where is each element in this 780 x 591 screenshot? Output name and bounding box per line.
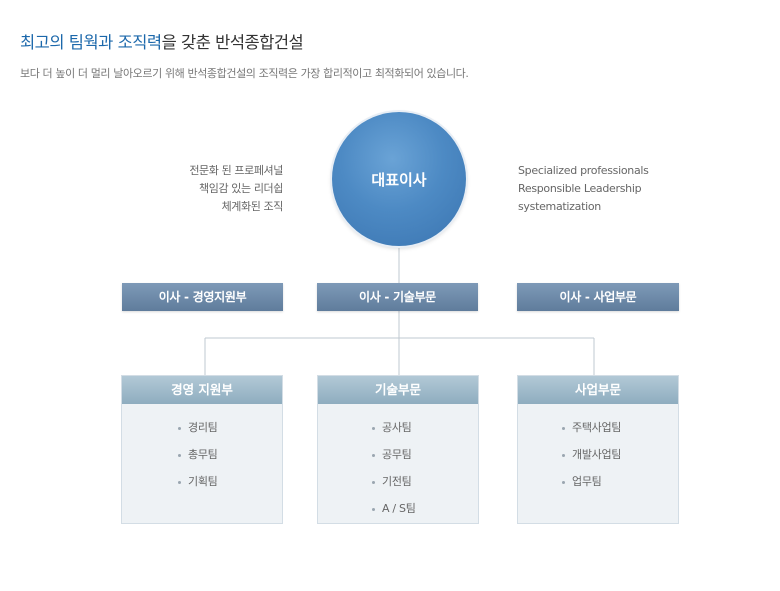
bullet-icon: [562, 453, 565, 457]
team-label: 경리팀: [188, 421, 218, 434]
dept-title: 경영 지원부: [122, 376, 282, 404]
team-label: 공사팀: [382, 421, 412, 434]
team-item: A / S팀: [318, 495, 478, 522]
team-list: 공사팀 공무팀 기전팀 A / S팀: [318, 414, 478, 522]
bullet-icon: [178, 480, 181, 484]
dept-title: 사업부문: [518, 376, 678, 404]
bullet-icon: [178, 453, 181, 457]
team-label: 기전팀: [382, 475, 412, 488]
dept-management-support: 경영 지원부 경리팀 총무팀 기획팀: [121, 375, 283, 524]
team-item: 주택사업팀: [518, 414, 678, 441]
team-item: 공사팀: [318, 414, 478, 441]
bullet-icon: [372, 480, 375, 484]
team-label: 공무팀: [382, 448, 412, 461]
team-label: 업무팀: [572, 475, 602, 488]
motto-ko-line: 책임감 있는 리더쉽: [199, 182, 283, 195]
bullet-icon: [372, 426, 375, 430]
motto-en-line: systematization: [518, 200, 601, 213]
motto-ko-line: 전문화 된 프로페셔널: [189, 164, 283, 177]
bullet-icon: [562, 426, 565, 430]
ceo-node: 대표이사: [332, 112, 466, 246]
team-label: 총무팀: [188, 448, 218, 461]
bullet-icon: [372, 453, 375, 457]
motto-ko-line: 체계화된 조직: [221, 200, 284, 213]
dept-business: 사업부문 주택사업팀 개발사업팀 업무팀: [517, 375, 679, 524]
ceo-label: 대표이사: [371, 170, 427, 189]
bullet-icon: [372, 507, 375, 511]
page-title-highlight: 최고의 팀웍과 조직력: [20, 33, 162, 52]
motto-korean: 전문화 된 프로페셔널 책임감 있는 리더쉽 체계화된 조직: [140, 162, 283, 216]
team-item: 기획팀: [122, 468, 282, 495]
exec-technology: 이사 - 기술부문: [317, 283, 478, 311]
team-item: 공무팀: [318, 441, 478, 468]
dept-title: 기술부문: [318, 376, 478, 404]
team-list: 경리팀 총무팀 기획팀: [122, 414, 282, 495]
page-title: 최고의 팀웍과 조직력을 갖춘 반석종합건설: [20, 29, 304, 53]
page-title-rest: 을 갖춘 반석종합건설: [161, 33, 304, 52]
team-list: 주택사업팀 개발사업팀 업무팀: [518, 414, 678, 495]
team-label: 개발사업팀: [572, 448, 622, 461]
exec-business: 이사 - 사업부문: [517, 283, 679, 311]
motto-en-line: Responsible Leadership: [518, 182, 642, 195]
team-item: 총무팀: [122, 441, 282, 468]
team-item: 업무팀: [518, 468, 678, 495]
team-label: A / S팀: [382, 502, 416, 515]
team-label: 기획팀: [188, 475, 218, 488]
bullet-icon: [178, 426, 181, 430]
team-item: 경리팀: [122, 414, 282, 441]
bullet-icon: [562, 480, 565, 484]
page-subtitle: 보다 더 높이 더 멀리 날아오르기 위해 반석종합건설의 조직력은 가장 합리…: [20, 67, 469, 80]
exec-management-support: 이사 - 경영지원부: [122, 283, 283, 311]
dept-technology: 기술부문 공사팀 공무팀 기전팀 A / S팀: [317, 375, 479, 524]
team-item: 개발사업팀: [518, 441, 678, 468]
motto-english: Specialized professionals Responsible Le…: [518, 162, 698, 216]
team-label: 주택사업팀: [572, 421, 622, 434]
team-item: 기전팀: [318, 468, 478, 495]
motto-en-line: Specialized professionals: [518, 164, 649, 177]
